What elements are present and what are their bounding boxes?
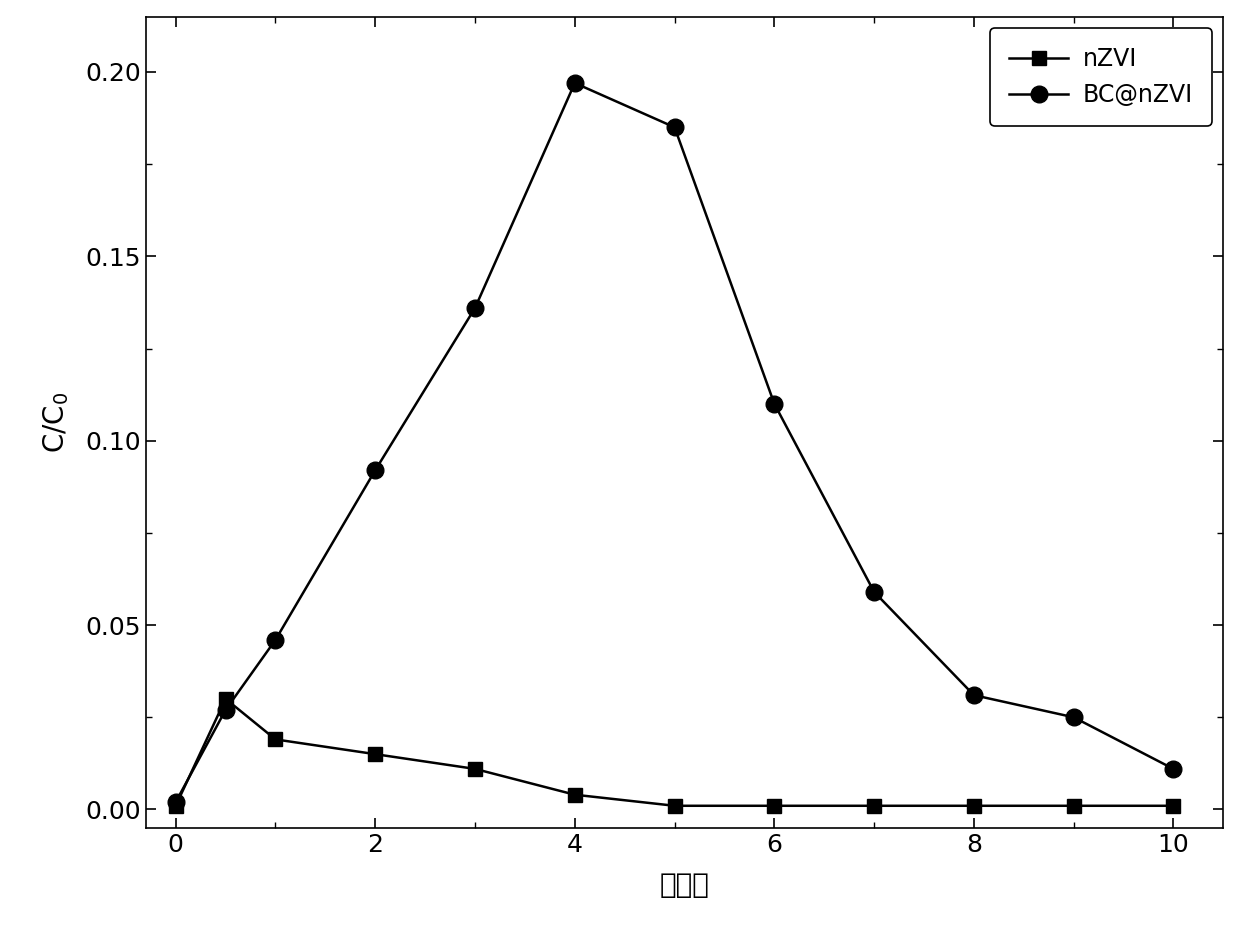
BC@nZVI	[467, 303, 482, 314]
Line: nZVI: nZVI	[169, 692, 1180, 813]
BC@nZVI	[766, 398, 781, 409]
nZVI	[268, 734, 283, 745]
nZVI	[568, 789, 583, 800]
Line: BC@nZVI: BC@nZVI	[167, 75, 1182, 811]
nZVI	[1166, 800, 1180, 812]
X-axis label: 孔体积: 孔体积	[660, 870, 709, 899]
nZVI	[867, 800, 882, 812]
nZVI	[966, 800, 981, 812]
BC@nZVI	[169, 797, 184, 808]
BC@nZVI	[966, 689, 981, 700]
nZVI	[467, 763, 482, 774]
nZVI	[218, 693, 233, 704]
BC@nZVI	[867, 587, 882, 598]
BC@nZVI	[368, 464, 383, 475]
BC@nZVI	[568, 78, 583, 89]
BC@nZVI	[268, 634, 283, 645]
nZVI	[1066, 800, 1081, 812]
nZVI	[766, 800, 781, 812]
nZVI	[169, 800, 184, 812]
Y-axis label: C/C$_0$: C/C$_0$	[41, 391, 71, 453]
Legend: nZVI, BC@nZVI: nZVI, BC@nZVI	[991, 28, 1211, 126]
BC@nZVI	[1066, 712, 1081, 723]
nZVI	[368, 748, 383, 759]
BC@nZVI	[218, 704, 233, 715]
BC@nZVI	[1166, 763, 1180, 774]
BC@nZVI	[667, 121, 682, 133]
nZVI	[667, 800, 682, 812]
